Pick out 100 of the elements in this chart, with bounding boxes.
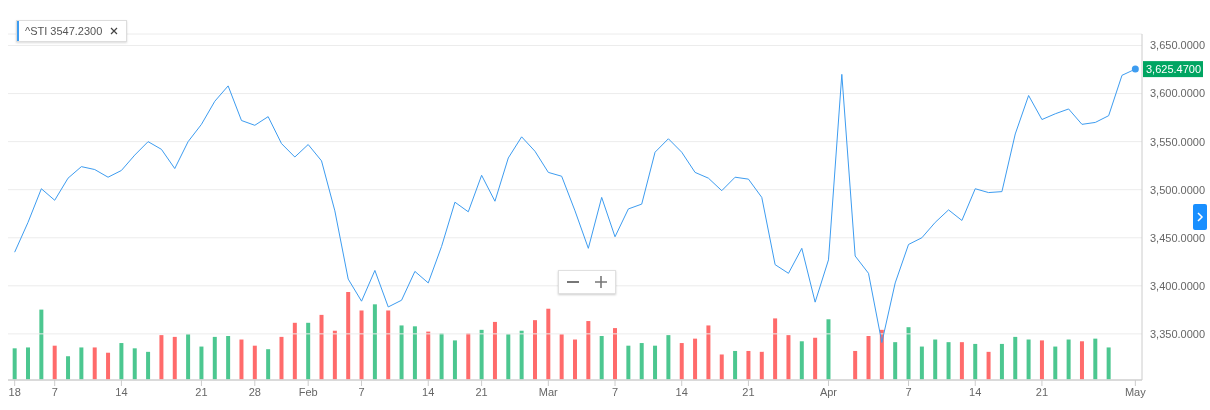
bar bbox=[1093, 338, 1098, 380]
bar bbox=[479, 329, 484, 380]
x-tick-label: 21 bbox=[195, 385, 208, 398]
x-tick-label: Feb bbox=[298, 385, 318, 398]
bar bbox=[1106, 347, 1111, 380]
x-tick-label: 21 bbox=[475, 385, 488, 398]
bar bbox=[866, 336, 871, 380]
bar bbox=[172, 336, 177, 380]
bar bbox=[599, 336, 604, 380]
bar bbox=[919, 346, 924, 380]
bar bbox=[12, 348, 17, 380]
bar bbox=[359, 310, 364, 380]
bar bbox=[1079, 341, 1084, 380]
x-tick-label: 28 bbox=[248, 385, 261, 398]
x-tick-label: 14 bbox=[969, 385, 982, 398]
bar bbox=[52, 345, 57, 380]
bar bbox=[1066, 339, 1071, 380]
bar bbox=[519, 330, 524, 380]
bar bbox=[226, 336, 231, 380]
bar bbox=[439, 333, 444, 380]
bar bbox=[999, 343, 1004, 380]
bar bbox=[279, 336, 284, 380]
bar bbox=[973, 343, 978, 380]
bar bbox=[106, 352, 111, 380]
x-tick-label: May bbox=[1124, 385, 1147, 398]
x-tick-label: 7 bbox=[611, 385, 619, 398]
bar bbox=[306, 322, 311, 380]
bar bbox=[693, 338, 698, 380]
y-tick-label: 3,600.0000 bbox=[1150, 87, 1206, 100]
bar bbox=[573, 339, 577, 380]
bar bbox=[492, 321, 497, 380]
bar bbox=[319, 314, 324, 380]
x-tick-label: 21 bbox=[1035, 385, 1049, 398]
bar bbox=[986, 351, 991, 380]
bar bbox=[559, 334, 564, 380]
bar bbox=[132, 348, 137, 380]
bar bbox=[733, 350, 738, 380]
bar bbox=[826, 319, 831, 380]
bar bbox=[119, 343, 124, 380]
bar bbox=[212, 336, 217, 380]
bar bbox=[1013, 336, 1018, 380]
bar bbox=[959, 342, 964, 380]
bar bbox=[92, 347, 97, 380]
y-tick-label: 3,500.0000 bbox=[1150, 183, 1206, 196]
bar bbox=[813, 337, 818, 380]
bar bbox=[1053, 346, 1058, 380]
x-tick-label: 14 bbox=[675, 385, 688, 398]
bar bbox=[252, 345, 257, 380]
bar bbox=[906, 327, 911, 380]
bar bbox=[186, 334, 191, 380]
x-tick-label: Apr bbox=[819, 385, 838, 398]
bar bbox=[372, 304, 377, 380]
bar bbox=[332, 330, 337, 380]
bar bbox=[613, 328, 618, 380]
x-tick-label: 14 bbox=[115, 385, 128, 398]
bar bbox=[786, 335, 791, 380]
bar bbox=[706, 325, 711, 380]
bar bbox=[39, 309, 44, 380]
x-tick-label: 14 bbox=[422, 385, 435, 398]
x-tick-label: 7 bbox=[905, 385, 912, 398]
bar bbox=[546, 308, 551, 380]
bar bbox=[26, 347, 31, 380]
bar bbox=[452, 340, 457, 380]
bar bbox=[679, 343, 684, 380]
y-tick-label: 3,450.0000 bbox=[1150, 231, 1206, 244]
bar bbox=[426, 331, 431, 380]
bar bbox=[946, 342, 951, 380]
bar bbox=[853, 350, 858, 380]
bar bbox=[759, 351, 764, 380]
x-tick-label: 21 bbox=[742, 385, 755, 398]
x-tick-label: Mar bbox=[538, 385, 559, 398]
bar bbox=[532, 320, 537, 380]
legend-label: ^STI 3547.2300 bbox=[25, 25, 103, 37]
bar bbox=[799, 341, 804, 380]
bar bbox=[719, 354, 724, 380]
y-tick-label: 3,400.0000 bbox=[1150, 279, 1206, 292]
bar bbox=[386, 310, 391, 380]
bar bbox=[66, 356, 71, 380]
y-tick-label: 3,650.0000 bbox=[1150, 39, 1206, 52]
bar bbox=[586, 321, 591, 380]
bar bbox=[773, 318, 778, 380]
y-tick-label: 3,350.0000 bbox=[1150, 327, 1206, 340]
annotation: 3,625.4700 bbox=[1146, 63, 1202, 76]
bar bbox=[292, 322, 297, 380]
bar bbox=[506, 334, 511, 380]
bar bbox=[1026, 339, 1031, 380]
bar bbox=[639, 343, 644, 380]
bar bbox=[346, 292, 351, 380]
bar bbox=[239, 339, 244, 380]
y-tick-label: 3,550.0000 bbox=[1150, 135, 1206, 148]
x-tick-label: 7 bbox=[51, 385, 58, 398]
bar bbox=[466, 333, 471, 380]
bar bbox=[412, 326, 417, 380]
bar bbox=[666, 335, 671, 380]
bar bbox=[266, 349, 271, 380]
bar bbox=[893, 342, 898, 380]
bar bbox=[746, 350, 751, 380]
bar bbox=[933, 339, 938, 380]
x-tick-label: 18 bbox=[8, 385, 21, 398]
bar bbox=[1039, 340, 1044, 380]
